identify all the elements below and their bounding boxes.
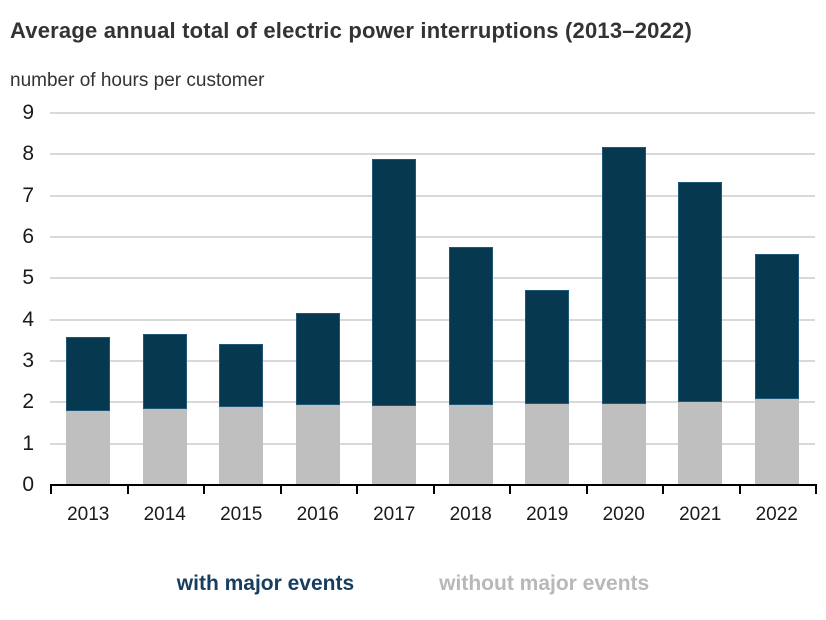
bar-2022-without-major-events [754, 399, 799, 485]
chart-title: Average annual total of electric power i… [10, 18, 692, 43]
x-axis-line [50, 484, 817, 486]
bar-2021-with-major-events [678, 182, 723, 402]
x-axis-tick [50, 486, 52, 494]
x-axis-year-label-2021: 2021 [679, 504, 722, 525]
y-axis-tick-label-9: 9 [22, 101, 34, 124]
y-axis-tick-label-3: 3 [22, 349, 34, 372]
bar-2021-without-major-events [678, 401, 723, 485]
y-axis-tick-label-7: 7 [22, 183, 34, 207]
y-axis-tick-label-2: 2 [22, 390, 34, 414]
bar-2014-without-major-events [142, 409, 187, 485]
chart-subtitle: number of hours per customer [10, 70, 265, 91]
x-axis-tick [509, 486, 511, 494]
x-axis-year-label-2013: 2013 [67, 504, 110, 525]
x-axis-year-label-2018: 2018 [449, 504, 492, 525]
legend-without-major-events-label: without major events [439, 572, 650, 595]
gridline-y7 [50, 194, 815, 197]
gridline-y1 [50, 442, 815, 445]
x-axis-tick [203, 486, 205, 494]
x-axis-year-label-2020: 2020 [602, 504, 645, 525]
x-axis-year-label-2014: 2014 [143, 504, 186, 525]
y-axis-tick-label-6: 6 [22, 225, 34, 248]
bar-2016-without-major-events [295, 404, 340, 485]
x-axis-tick [585, 486, 588, 494]
bar-2013-without-major-events [66, 411, 111, 485]
bar-2022-with-major-events [754, 254, 799, 400]
gridline-y8 [50, 153, 815, 156]
x-axis-tick [356, 486, 358, 494]
bar-2018-without-major-events [448, 405, 493, 485]
gridline-y4 [50, 318, 815, 321]
x-axis-tick [662, 486, 664, 494]
plot-area [50, 112, 815, 485]
x-axis-tick [432, 486, 435, 494]
y-axis-tick-label-1: 1 [22, 431, 34, 455]
bar-2017-without-major-events [372, 405, 417, 485]
gridline-y6 [50, 236, 815, 238]
gridline-y2 [50, 401, 815, 404]
gridline-y5 [50, 277, 815, 280]
x-axis-year-label-2015: 2015 [220, 504, 263, 525]
y-axis-labels: 0 1 2 3 4 5 6 7 8 9 [0, 101, 34, 496]
bar-2017-with-major-events [372, 158, 417, 406]
x-axis-year-label-2017: 2017 [373, 504, 416, 525]
y-axis-tick-label-5: 5 [22, 266, 34, 290]
bar-2014-with-major-events [142, 334, 187, 410]
x-axis-year-label-2022: 2022 [755, 504, 798, 525]
bar-2018-with-major-events [448, 246, 493, 406]
bar-2019-without-major-events [525, 404, 570, 485]
bar-2013-with-major-events [66, 337, 111, 412]
chart-legend: with major events without major events [0, 572, 826, 596]
x-axis-tick [738, 486, 741, 494]
y-axis-tick-label-4: 4 [22, 307, 34, 331]
x-axis-tick [279, 486, 282, 494]
y-axis-tick-label-0: 0 [22, 473, 34, 496]
x-axis-tick [126, 486, 129, 494]
bar-2015-with-major-events [219, 344, 264, 407]
gridline-y3 [50, 360, 815, 362]
bar-2020-with-major-events [601, 146, 646, 404]
bar-2020-without-major-events [601, 403, 646, 485]
x-axis-year-label-2019: 2019 [526, 504, 569, 525]
x-axis-tick [815, 486, 817, 494]
bar-2019-with-major-events [525, 289, 570, 405]
y-axis-tick-label-8: 8 [22, 142, 34, 166]
gridline-y9 [50, 112, 815, 114]
x-axis-year-label-2016: 2016 [296, 504, 339, 525]
bar-2016-with-major-events [295, 313, 340, 405]
legend-with-major-events-label: with major events [176, 572, 355, 595]
bar-2015-without-major-events [219, 406, 264, 485]
